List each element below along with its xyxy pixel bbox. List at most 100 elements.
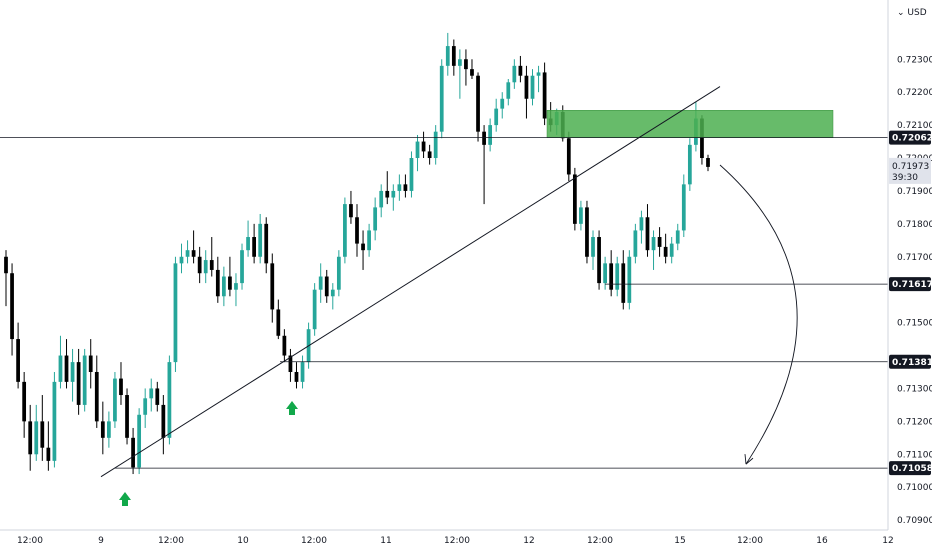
candle-body (439, 65, 444, 132)
candle-body (355, 217, 359, 244)
y-tick-label: 0.71100 (897, 450, 932, 460)
candle-body (500, 98, 505, 109)
candle-body (421, 141, 426, 152)
candle-body (28, 421, 33, 455)
x-tick-label: 11 (380, 536, 391, 546)
candle-body (125, 395, 129, 438)
candle-body (58, 355, 63, 382)
candle-body (579, 207, 583, 224)
candle-body (34, 421, 39, 455)
y-tick-label: 0.71000 (897, 483, 932, 493)
candle-body (318, 276, 323, 290)
candle-body (246, 237, 250, 251)
candle-body (706, 158, 710, 167)
candle-body (470, 69, 474, 76)
candle-body (403, 184, 408, 191)
candle-body (197, 256, 202, 274)
candle-body (288, 355, 293, 372)
candle-body (155, 388, 160, 405)
up-arrow-icon[interactable] (119, 492, 131, 506)
candle-body (615, 263, 620, 290)
candle-body (330, 289, 335, 297)
candle-body (566, 138, 571, 175)
candle-body (179, 256, 184, 264)
candle-body (687, 144, 692, 185)
candle-body (234, 283, 238, 290)
level-price-label: 0.71058 (892, 464, 932, 474)
candle-body (675, 230, 680, 244)
candle-body (530, 75, 535, 99)
candle-body (149, 388, 154, 399)
candle-body (572, 174, 577, 224)
candle-body (173, 263, 178, 363)
candle-body (119, 378, 123, 396)
candle-body (397, 184, 402, 191)
currency-label[interactable]: ⌄ USD (897, 8, 927, 18)
candle-body (476, 75, 480, 132)
candle-body (700, 118, 704, 159)
countdown-label: 39:30 (892, 173, 918, 183)
candle-body (252, 237, 256, 257)
candle-body (64, 355, 69, 382)
candle-body (361, 243, 365, 251)
y-tick-label: 0.70900 (897, 516, 932, 526)
candle-body (16, 339, 20, 382)
candle-body (52, 381, 57, 461)
candle-body (639, 217, 644, 231)
x-tick-label: 12 (882, 536, 893, 546)
trendline[interactable] (100, 86, 721, 478)
x-tick-label: 12:00 (737, 536, 763, 546)
candle-body (391, 190, 396, 198)
candle-body (82, 355, 87, 405)
candle-body (107, 421, 111, 438)
candle-body (609, 263, 614, 290)
candle-body (409, 158, 414, 191)
candle-body (494, 108, 499, 126)
candle-body (512, 65, 517, 83)
candle-body (349, 204, 353, 218)
candle-body (373, 207, 378, 231)
candle-body (312, 289, 317, 330)
y-tick-label: 0.72200 (897, 88, 932, 98)
candle-body (445, 46, 450, 66)
candle-body (645, 217, 650, 251)
candle-body (379, 190, 384, 208)
candle-body (415, 141, 420, 159)
candle-body (264, 223, 269, 264)
candle-body (633, 230, 638, 257)
level-price-label: 0.71617 (892, 280, 932, 290)
candle-body (294, 371, 299, 382)
candle-body (627, 256, 632, 303)
candle-body (385, 190, 390, 198)
x-tick-label: 12:00 (301, 536, 327, 546)
candle-body (94, 371, 99, 422)
level-price-label-bg (889, 461, 931, 476)
up-arrow-icon[interactable] (286, 401, 298, 415)
level-price-label-bg (889, 277, 931, 292)
last-price-label-bg (889, 157, 931, 184)
candle-body (524, 75, 529, 99)
candle-body (343, 204, 347, 257)
candle-body (482, 131, 486, 145)
candle-body (657, 237, 662, 247)
candle-body (669, 243, 674, 257)
projection-curve-arrow[interactable] (719, 164, 798, 465)
y-tick-label: 0.71200 (897, 417, 932, 427)
level-price-label: 0.72062 (892, 134, 932, 144)
candle-body (40, 421, 45, 448)
x-tick-label: 12:00 (17, 536, 43, 546)
level-price-label-bg (889, 130, 931, 145)
candle-body (76, 362, 81, 405)
candle-body (488, 125, 493, 145)
candle-body (542, 72, 547, 119)
resistance-zone[interactable] (546, 110, 834, 138)
arrowhead-icon (744, 454, 754, 465)
candle-body (228, 276, 232, 290)
x-tick-label: 10 (237, 536, 249, 546)
candle-body (651, 237, 656, 251)
x-tick-label: 9 (98, 536, 104, 546)
candle-body (10, 273, 14, 340)
candle-body (100, 421, 105, 438)
candle-body (131, 437, 135, 468)
